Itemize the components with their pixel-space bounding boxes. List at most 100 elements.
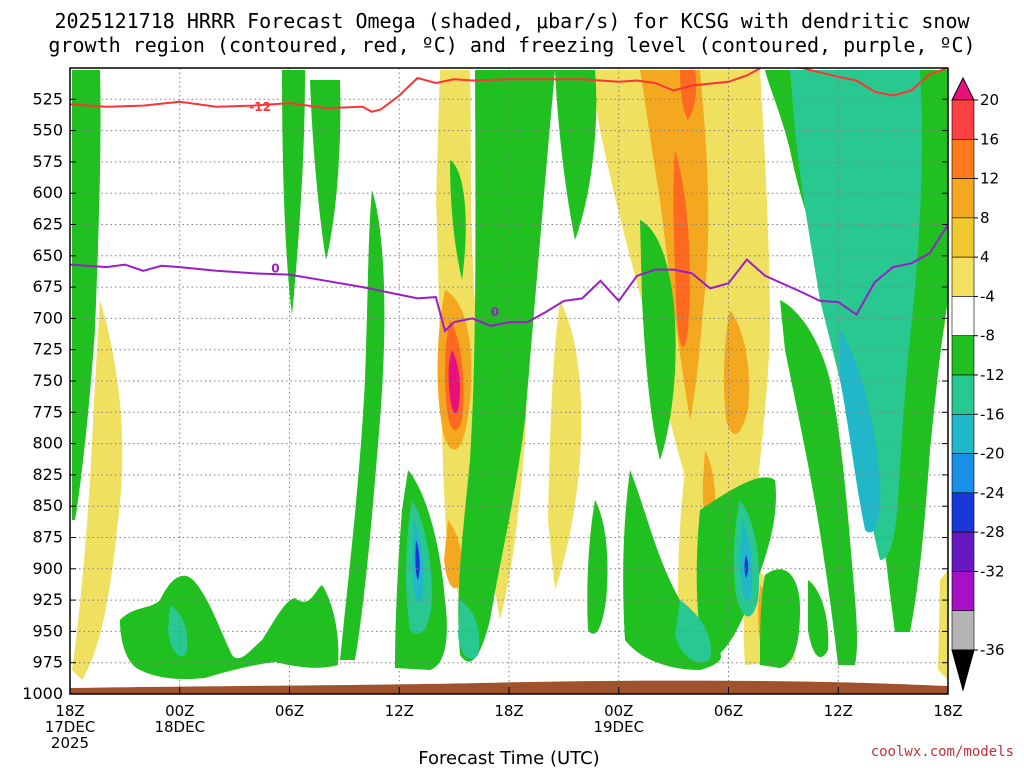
freezing-contour-label: 0 [491,305,499,319]
colorbar-swatch [951,256,975,297]
omega-region-yellow [548,300,582,590]
y-tick-label: 575 [32,152,63,171]
colorbar-label: -16 [980,405,1005,423]
y-tick-label: 850 [32,496,63,515]
y-tick-label: 700 [32,308,63,327]
y-tick-label: 875 [32,528,63,547]
x-tick-label: 18Z [494,702,523,720]
omega-region-cyan [840,330,881,533]
colorbar-swatch [951,571,975,612]
colorbar-label: 12 [980,170,999,188]
x-tick-label: 18DEC [154,718,205,736]
x-tick-label: 00Z [604,702,633,720]
chart-title-line2: growth region (contoured, red, ºC) and f… [48,33,975,57]
grid-lines [70,68,948,694]
omega-region-red [680,70,697,120]
y-tick-label: 625 [32,215,63,234]
y-tick-label: 600 [32,183,63,202]
colorbar-label: -36 [980,641,1005,659]
freezing-contour-label: 0 [271,261,279,275]
omega-shading [72,70,948,680]
dendritic-contour-label: -12 [249,100,271,114]
x-tick-label: 18Z [55,702,84,720]
colorbar-bottom-arrow [951,649,975,692]
omega-region-teal [675,600,711,663]
y-tick-label: 800 [32,434,63,453]
y-tick-label: 650 [32,246,63,265]
omega-region-green [120,575,339,680]
omega-region-orange [640,70,709,420]
x-axis-title: Forecast Time (UTC) [418,748,599,768]
omega-region-yellow [938,570,948,680]
colorbar-label: -8 [980,327,995,345]
omega-region-green [450,160,466,280]
y-tick-label: 525 [32,89,63,108]
colorbar-label: -4 [980,287,995,305]
colorbar-label: -24 [980,484,1005,502]
y-tick-label: 750 [32,371,63,390]
x-tick-label: 06Z [714,702,743,720]
x-tick-label: 18Z [933,702,962,720]
colorbar: 20 16 12 8 4 -4 -8 -12 -16 -20 -24 -28 -32 -36 [951,76,1005,692]
omega-region-green [340,190,385,660]
colorbar-label: 16 [980,130,999,148]
colorbar-swatch [951,492,975,533]
colorbar-label: -32 [980,562,1005,580]
colorbar-label: 20 [980,91,999,109]
omega-region-green [458,70,555,662]
omega-region-green [760,569,800,668]
y-tick-label: 825 [32,465,63,484]
colorbar-swatch [951,374,975,415]
omega-region-green [72,70,101,520]
omega-region-green [780,300,858,665]
y-tick-label: 550 [32,121,63,140]
chart-title-line1: 2025121718 HRRR Forecast Omega (shaded, … [54,9,970,33]
colorbar-swatch [951,99,975,140]
y-tick-label: 925 [32,590,63,609]
omega-region-green [640,220,676,460]
y-tick-label: 675 [32,277,63,296]
omega-region-teal [168,605,188,657]
omega-region-orange [723,310,750,434]
omega-region-green [587,500,608,634]
colorbar-label: 8 [980,209,990,227]
colorbar-swatch [951,296,975,337]
x-tick-label: 19DEC [593,718,644,736]
omega-region-green [555,70,597,240]
colorbar-swatch [951,217,975,258]
x-tick-label: 17DEC [45,718,96,736]
x-tick-label: 00Z [165,702,194,720]
credit-text: coolwx.com/models [871,744,1014,760]
colorbar-swatch [951,335,975,376]
omega-region-green [808,580,829,658]
x-tick-label: 06Z [275,702,304,720]
colorbar-swatch [951,413,975,454]
colorbar-swatch [951,610,975,651]
freezing-level-contour [70,223,948,333]
colorbar-swatch [951,138,975,179]
colorbar-label: -12 [980,366,1005,384]
x-tick-label: 12Z [824,702,853,720]
omega-region-blue [415,540,420,580]
omega-region-green [623,470,721,670]
colorbar-swatch [951,531,975,572]
omega-region-blue [744,555,749,578]
y-tick-label: 775 [32,402,63,421]
colorbar-top-arrow [951,76,975,101]
omega-region-magenta [448,350,460,414]
colorbar-swatch [951,178,975,219]
colorbar-label: -28 [980,523,1005,541]
y-tick-label: 900 [32,559,63,578]
colorbar-label: -20 [980,445,1005,463]
omega-region-green [282,70,305,315]
y-tick-label: 950 [32,621,63,640]
colorbar-swatch [951,453,975,494]
colorbar-label: 4 [980,248,990,266]
y-tick-label: 1000 [22,684,63,703]
omega-region-yellow [72,300,123,680]
y-axis: 525 550 575 600 625 650 675 700 725 750 775 800 825 8… [22,89,948,703]
omega-region-teal [458,600,480,659]
x-tick-label: 2025 [51,734,89,752]
